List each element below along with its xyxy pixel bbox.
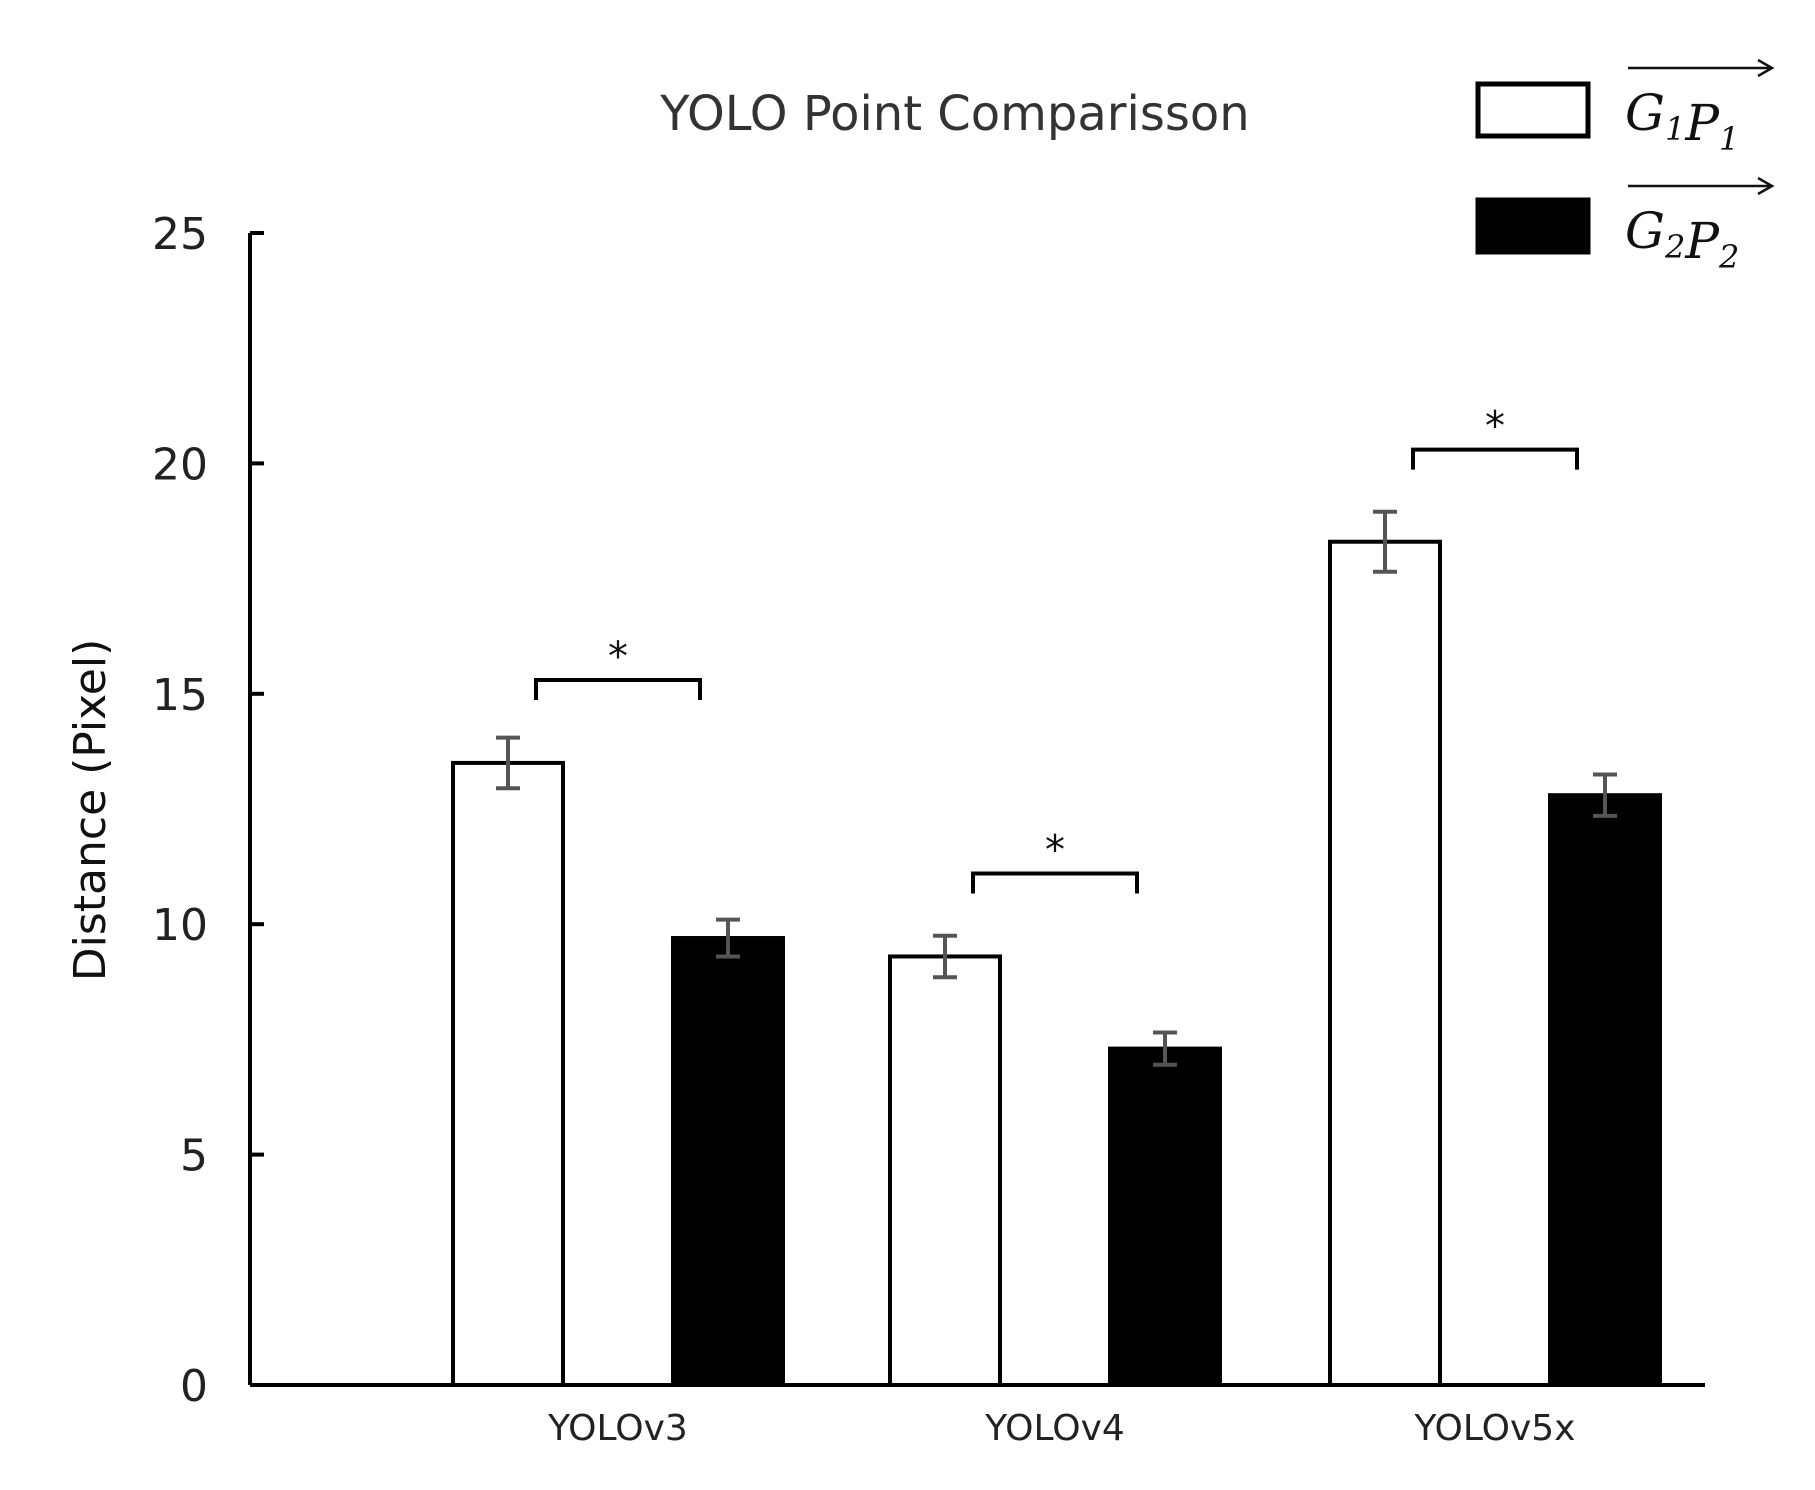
bar [671, 936, 785, 1387]
y-tick-label: 0 [180, 1361, 208, 1412]
x-tick-label: YOLOv4 [984, 1408, 1125, 1449]
legend-vector-arrowhead [1757, 58, 1775, 78]
bar [1108, 1046, 1222, 1387]
y-tick-label: 5 [180, 1131, 208, 1182]
y-tick-label: 20 [152, 439, 208, 490]
legend-symbol: G [1625, 84, 1665, 142]
bars [451, 539, 1662, 1387]
significance-star: * [1045, 828, 1065, 874]
legend-subscript: 1 [1719, 120, 1739, 158]
legend-subscript: 1 [1665, 110, 1685, 148]
legend-subscript: 2 [1664, 228, 1685, 266]
x-tick-label: YOLOv5x [1414, 1408, 1576, 1449]
significance-star: * [1485, 404, 1505, 450]
y-axis-label: Distance (Pixel) [65, 639, 116, 981]
bar [1548, 793, 1662, 1387]
legend-symbol: P [1684, 94, 1720, 152]
bar [888, 954, 1002, 1387]
error-bars [496, 509, 1617, 1067]
significance-star: * [608, 634, 628, 680]
legend-swatch [1475, 81, 1591, 139]
legend-symbol: P [1684, 212, 1720, 270]
significance-bracket [1411, 447, 1579, 470]
legend-vector-arrowhead [1757, 176, 1775, 196]
bar [1328, 539, 1442, 1387]
significance-bracket [971, 871, 1139, 894]
y-tick-label: 10 [152, 900, 208, 951]
bar [451, 760, 565, 1387]
legend-subscript: 2 [1718, 238, 1739, 276]
y-tick-label: 15 [152, 670, 208, 721]
significance-bracket [534, 677, 702, 700]
legend-symbol: G [1625, 202, 1665, 260]
y-tick-label: 25 [152, 209, 208, 260]
x-tick-label: YOLOv3 [547, 1408, 688, 1449]
legend-label: G1P1 [1625, 84, 1739, 158]
legend-label: G2P2 [1625, 202, 1739, 276]
significance-brackets: * * * [534, 404, 1579, 894]
legend-swatch [1475, 197, 1591, 255]
axes: 0 5 10 15 20 25 YOLOv3 YOLOv4 YOLOv5x [152, 209, 1705, 1449]
chart-title: YOLO Point Comparisson [659, 86, 1249, 142]
